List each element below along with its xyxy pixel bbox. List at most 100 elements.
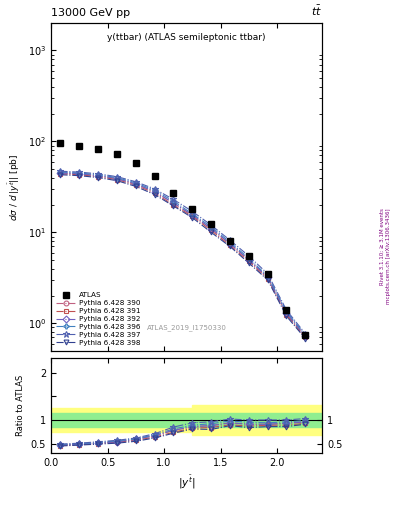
Pythia 6.428 390 — [115, 176, 119, 182]
Pythia 6.428 391 — [171, 202, 176, 208]
Text: ATLAS_2019_I1750330: ATLAS_2019_I1750330 — [147, 324, 227, 331]
Bar — [192, 405, 322, 435]
Pythia 6.428 397 — [303, 331, 308, 337]
ATLAS — [265, 271, 270, 277]
Pythia 6.428 396 — [171, 198, 176, 204]
Pythia 6.428 398 — [115, 178, 119, 184]
Pythia 6.428 391 — [303, 334, 308, 340]
ATLAS — [58, 140, 63, 146]
Pythia 6.428 392 — [284, 310, 289, 316]
Pythia 6.428 396 — [284, 308, 289, 314]
Line: Pythia 6.428 397: Pythia 6.428 397 — [57, 168, 309, 337]
Pythia 6.428 391 — [134, 182, 138, 188]
ATLAS — [209, 221, 213, 227]
Pythia 6.428 398 — [171, 203, 176, 209]
Pythia 6.428 398 — [303, 335, 308, 342]
Pythia 6.428 397 — [77, 169, 82, 175]
Pythia 6.428 396 — [58, 169, 63, 175]
Pythia 6.428 397 — [265, 271, 270, 277]
Pythia 6.428 398 — [209, 229, 213, 236]
Pythia 6.428 397 — [96, 171, 101, 177]
ATLAS — [303, 332, 308, 338]
Pythia 6.428 392 — [190, 212, 195, 218]
ATLAS — [115, 152, 119, 158]
Pythia 6.428 391 — [58, 171, 63, 177]
Pythia 6.428 391 — [152, 190, 157, 196]
Pythia 6.428 398 — [190, 215, 195, 221]
Bar — [51, 408, 192, 432]
Pythia 6.428 396 — [96, 172, 101, 178]
Pythia 6.428 391 — [265, 275, 270, 282]
Pythia 6.428 398 — [58, 172, 63, 178]
Pythia 6.428 392 — [303, 333, 308, 339]
Pythia 6.428 390 — [171, 200, 176, 206]
Pythia 6.428 390 — [246, 257, 251, 263]
Pythia 6.428 390 — [228, 241, 232, 247]
Pythia 6.428 397 — [58, 168, 63, 174]
Text: Rivet 3.1.10; ≥ 3.1M events
mcplots.cern.ch [arXiv:1306.3436]: Rivet 3.1.10; ≥ 3.1M events mcplots.cern… — [380, 208, 391, 304]
Pythia 6.428 390 — [77, 171, 82, 177]
Pythia 6.428 392 — [96, 173, 101, 179]
Pythia 6.428 397 — [152, 186, 157, 192]
Pythia 6.428 397 — [209, 222, 213, 228]
Pythia 6.428 392 — [152, 188, 157, 195]
Pythia 6.428 390 — [265, 274, 270, 281]
Line: ATLAS: ATLAS — [57, 140, 309, 338]
Line: Pythia 6.428 398: Pythia 6.428 398 — [58, 173, 308, 341]
Pythia 6.428 391 — [209, 227, 213, 233]
X-axis label: $|y^{\bar{t}}|$: $|y^{\bar{t}}|$ — [178, 474, 195, 491]
Pythia 6.428 398 — [134, 183, 138, 189]
Pythia 6.428 397 — [228, 237, 232, 243]
Pythia 6.428 390 — [303, 333, 308, 339]
Text: $t\bar{t}$: $t\bar{t}$ — [311, 4, 322, 18]
Pythia 6.428 397 — [284, 307, 289, 313]
Pythia 6.428 398 — [96, 175, 101, 181]
Pythia 6.428 392 — [246, 257, 251, 263]
Pythia 6.428 390 — [152, 188, 157, 195]
Pythia 6.428 398 — [152, 191, 157, 198]
Pythia 6.428 396 — [190, 211, 195, 217]
Pythia 6.428 397 — [190, 208, 195, 215]
ATLAS — [96, 146, 101, 152]
Pythia 6.428 392 — [134, 181, 138, 187]
Pythia 6.428 390 — [58, 170, 63, 176]
Pythia 6.428 396 — [209, 224, 213, 230]
Y-axis label: $d\sigma$ / $d\,|y^{\bar{t}}|$| [pb]: $d\sigma$ / $d\,|y^{\bar{t}}|$| [pb] — [7, 153, 22, 221]
Line: Pythia 6.428 396: Pythia 6.428 396 — [58, 169, 308, 337]
Pythia 6.428 391 — [190, 214, 195, 220]
Pythia 6.428 391 — [246, 258, 251, 264]
Pythia 6.428 398 — [246, 260, 251, 266]
Line: Pythia 6.428 391: Pythia 6.428 391 — [58, 172, 308, 340]
Line: Pythia 6.428 390: Pythia 6.428 390 — [58, 170, 308, 339]
Pythia 6.428 391 — [77, 172, 82, 178]
Pythia 6.428 396 — [77, 170, 82, 176]
Pythia 6.428 396 — [134, 180, 138, 186]
Pythia 6.428 390 — [134, 181, 138, 187]
ATLAS — [77, 142, 82, 148]
Pythia 6.428 398 — [284, 313, 289, 319]
Pythia 6.428 396 — [246, 255, 251, 261]
Text: 13000 GeV pp: 13000 GeV pp — [51, 8, 130, 18]
ATLAS — [190, 206, 195, 212]
ATLAS — [171, 190, 176, 196]
ATLAS — [284, 307, 289, 313]
Pythia 6.428 391 — [115, 177, 119, 183]
Bar — [51, 413, 322, 427]
Pythia 6.428 391 — [228, 242, 232, 248]
Pythia 6.428 392 — [209, 225, 213, 231]
Pythia 6.428 391 — [96, 174, 101, 180]
Pythia 6.428 398 — [265, 277, 270, 283]
Pythia 6.428 392 — [265, 274, 270, 281]
Pythia 6.428 398 — [77, 173, 82, 179]
Pythia 6.428 390 — [190, 212, 195, 218]
ATLAS — [246, 253, 251, 259]
Pythia 6.428 397 — [171, 197, 176, 203]
Pythia 6.428 397 — [246, 253, 251, 259]
Pythia 6.428 396 — [228, 239, 232, 245]
Y-axis label: Ratio to ATLAS: Ratio to ATLAS — [16, 375, 25, 436]
Pythia 6.428 390 — [96, 173, 101, 179]
Pythia 6.428 397 — [115, 174, 119, 180]
Text: y(ttbar) (ATLAS semileptonic ttbar): y(ttbar) (ATLAS semileptonic ttbar) — [107, 33, 266, 42]
Pythia 6.428 392 — [228, 241, 232, 247]
Pythia 6.428 396 — [265, 273, 270, 279]
